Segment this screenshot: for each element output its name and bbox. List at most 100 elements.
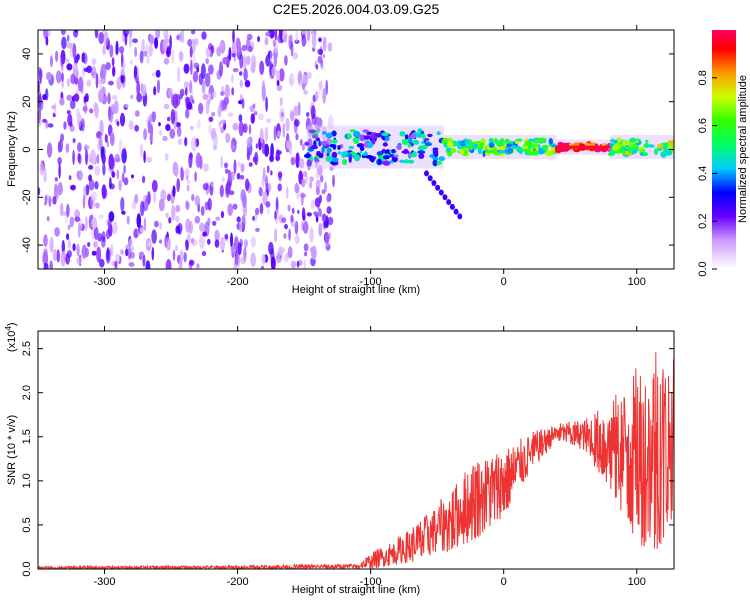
noise-blob	[88, 179, 95, 191]
noise-blob	[217, 105, 222, 118]
noise-blob	[183, 251, 187, 263]
noise-blob	[187, 38, 193, 47]
signal-blob	[645, 139, 649, 143]
noise-blob	[105, 62, 111, 71]
noise-blob	[259, 203, 264, 215]
noise-blob	[188, 221, 193, 234]
noise-blob	[202, 183, 209, 191]
noise-blob	[189, 259, 195, 266]
noise-blob	[98, 89, 104, 103]
noise-blob	[172, 93, 179, 109]
noise-blob	[189, 46, 193, 58]
noise-blob	[283, 254, 289, 263]
noise-blob	[218, 120, 221, 128]
colorbar-title: Normalized spectral amplitude	[737, 75, 749, 223]
noise-blob	[265, 96, 268, 112]
y-tick-label: -20	[21, 189, 33, 205]
signal-blob	[532, 149, 539, 156]
signal-blob	[450, 147, 457, 153]
signal-blob	[493, 147, 498, 154]
noise-blob	[293, 105, 299, 117]
noise-blob	[108, 80, 114, 86]
noise-blob	[141, 83, 147, 97]
noise-blob	[94, 181, 99, 190]
noise-blob	[315, 179, 321, 189]
signal-blob	[425, 142, 433, 147]
noise-blob	[239, 71, 243, 76]
noise-blob	[108, 211, 115, 223]
signal-blob	[477, 148, 483, 155]
signal-blob	[359, 151, 363, 154]
signal-blob	[363, 135, 371, 140]
signal-blob	[433, 150, 439, 158]
signal-blob	[353, 137, 360, 144]
noise-blob	[194, 215, 201, 224]
signal-blob	[638, 148, 646, 153]
noise-blob	[266, 165, 270, 174]
noise-blob	[69, 99, 76, 110]
noise-blob	[323, 220, 329, 229]
noise-blob	[95, 72, 99, 89]
noise-blob	[98, 134, 102, 150]
noise-blob	[176, 178, 180, 193]
noise-blob	[70, 73, 76, 85]
signal-blob	[538, 137, 546, 143]
noise-blob	[111, 171, 116, 178]
noise-blob	[180, 168, 184, 181]
noise-blob	[260, 265, 265, 269]
noise-blob	[279, 68, 285, 82]
noise-blob	[147, 127, 153, 135]
noise-blob	[207, 238, 211, 245]
noise-blob	[290, 41, 294, 57]
noise-blob	[176, 66, 181, 83]
noise-blob	[52, 248, 58, 261]
noise-blob	[128, 262, 135, 267]
noise-blob	[276, 251, 281, 264]
y-tick-label: 0.5	[21, 517, 33, 532]
noise-blob	[327, 216, 334, 226]
signal-blob	[411, 151, 417, 158]
noise-blob	[66, 42, 73, 49]
noise-blob	[257, 36, 260, 42]
noise-blob	[143, 217, 147, 232]
noise-blob	[194, 195, 201, 207]
noise-blob	[57, 157, 62, 165]
noise-blob	[242, 123, 248, 134]
noise-blob	[101, 153, 106, 165]
doppler-tail-blob	[453, 208, 459, 215]
noise-blob	[99, 75, 102, 90]
noise-blob	[303, 259, 307, 269]
doppler-tail-blob	[446, 199, 452, 206]
noise-blob	[67, 113, 73, 127]
noise-blob	[208, 124, 212, 135]
noise-blob	[151, 229, 157, 244]
noise-blob	[308, 181, 313, 189]
noise-blob	[151, 111, 156, 123]
noise-blob	[220, 91, 225, 96]
noise-blob	[275, 196, 279, 211]
noise-blob	[185, 239, 189, 251]
noise-blob	[158, 198, 165, 212]
noise-blob	[203, 163, 209, 172]
noise-blob	[129, 60, 133, 65]
noise-blob	[237, 161, 241, 168]
signal-blob	[626, 152, 633, 156]
signal-blob	[479, 142, 485, 148]
noise-blob	[44, 195, 48, 205]
noise-blob	[134, 110, 140, 117]
noise-blob	[149, 114, 153, 123]
noise-blob	[177, 125, 182, 138]
noise-blob	[230, 171, 235, 181]
noise-blob	[60, 57, 64, 68]
noise-blob	[269, 30, 275, 39]
noise-blob	[86, 79, 91, 87]
noise-blob	[274, 210, 277, 220]
noise-blob	[127, 238, 134, 249]
noise-blob	[114, 157, 121, 163]
noise-blob	[120, 52, 124, 68]
noise-blob	[276, 84, 283, 92]
snr-y-axis-title: SNR (10 * v/v)	[6, 415, 18, 485]
noise-blob	[297, 209, 300, 214]
noise-blob	[97, 237, 101, 242]
signal-blob	[514, 140, 520, 145]
